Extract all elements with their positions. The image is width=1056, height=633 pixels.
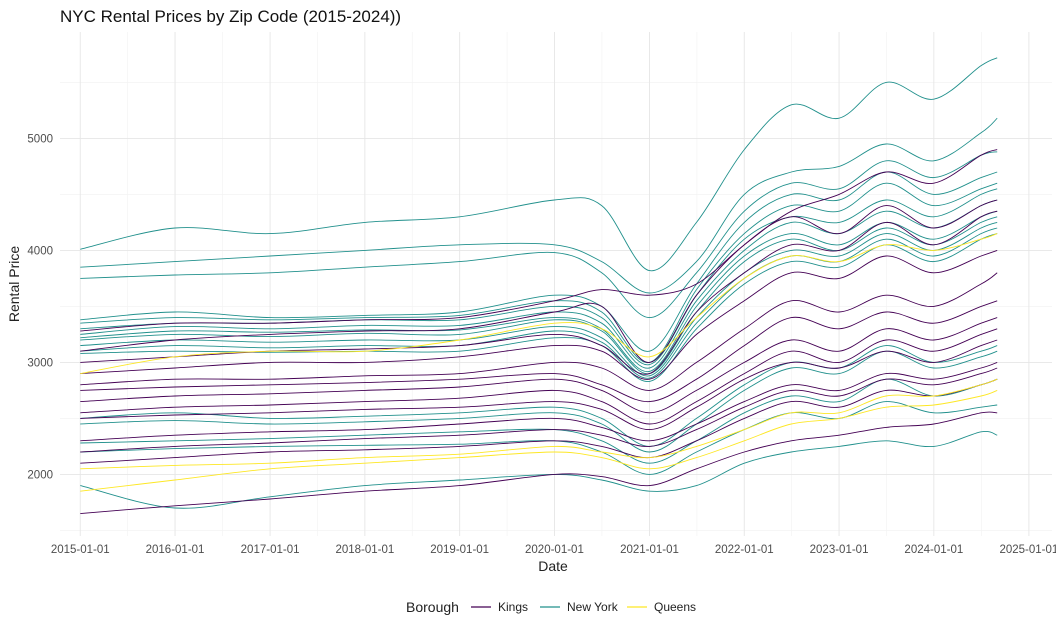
series-line-new-york [80, 430, 998, 509]
series-lines [80, 57, 998, 515]
y-axis-tick-labels: 2000 3000 4000 5000 [27, 133, 53, 481]
x-axis-tick-labels: 2015-01-01 2016-01-01 2017-01-01 2018-01-01… [51, 544, 1056, 556]
x-tick-label: 2015-01-01 [51, 544, 110, 556]
series-line-new-york [80, 117, 998, 294]
series-line-kings [80, 149, 998, 332]
series-line-kings [80, 300, 998, 403]
legend-label-new-york: New York [567, 600, 619, 614]
legend-label-kings: Kings [498, 600, 528, 614]
series-line-kings [80, 411, 998, 515]
series-line-new-york [80, 57, 998, 272]
x-tick-label: 2025-01-01 [999, 544, 1056, 556]
series-line-kings [80, 339, 998, 431]
series-line-kings [80, 367, 998, 453]
series-line-new-york [80, 221, 998, 377]
y-axis-title: Rental Price [6, 246, 22, 322]
y-tick-label: 2000 [27, 469, 53, 481]
series-line-kings [80, 249, 998, 380]
series-line-new-york [80, 227, 998, 379]
minor-gridlines [60, 32, 1052, 536]
x-tick-label: 2016-01-01 [146, 544, 205, 556]
y-tick-label: 3000 [27, 357, 53, 369]
series-line-new-york [80, 171, 998, 352]
series-line-kings [80, 361, 998, 442]
series-line-queens [80, 233, 998, 375]
series-line-new-york [80, 233, 998, 382]
series-line-queens [80, 389, 998, 492]
x-tick-label: 2021-01-01 [620, 544, 679, 556]
x-tick-label: 2023-01-01 [810, 544, 869, 556]
series-line-kings [80, 199, 998, 363]
y-tick-label: 4000 [27, 245, 53, 257]
series-line-new-york [80, 199, 998, 369]
x-tick-label: 2024-01-01 [904, 544, 963, 556]
series-line-kings [80, 317, 998, 414]
series-line-new-york [80, 401, 998, 475]
x-tick-label: 2022-01-01 [715, 544, 774, 556]
series-line-new-york [80, 378, 998, 464]
x-tick-label: 2018-01-01 [335, 544, 394, 556]
major-gridlines [60, 32, 1052, 536]
series-line-queens [80, 378, 998, 470]
legend: Borough Kings New York Queens [406, 599, 696, 615]
series-line-kings [80, 328, 998, 425]
x-tick-label: 2017-01-01 [241, 544, 300, 556]
chart-title: NYC Rental Prices by Zip Code (2015-2024… [60, 7, 401, 26]
series-line-new-york [80, 151, 998, 319]
x-axis-title: Date [538, 558, 568, 574]
series-line-new-york [80, 350, 998, 453]
series-line-kings [80, 272, 998, 391]
legend-title: Borough [406, 599, 459, 615]
x-tick-label: 2019-01-01 [430, 544, 489, 556]
series-line-kings [80, 210, 998, 375]
series-line-new-york [80, 210, 998, 372]
legend-label-queens: Queens [654, 600, 696, 614]
series-line-new-york [80, 216, 998, 375]
x-tick-label: 2020-01-01 [525, 544, 584, 556]
series-line-new-york [80, 188, 998, 366]
y-tick-label: 5000 [27, 133, 53, 145]
